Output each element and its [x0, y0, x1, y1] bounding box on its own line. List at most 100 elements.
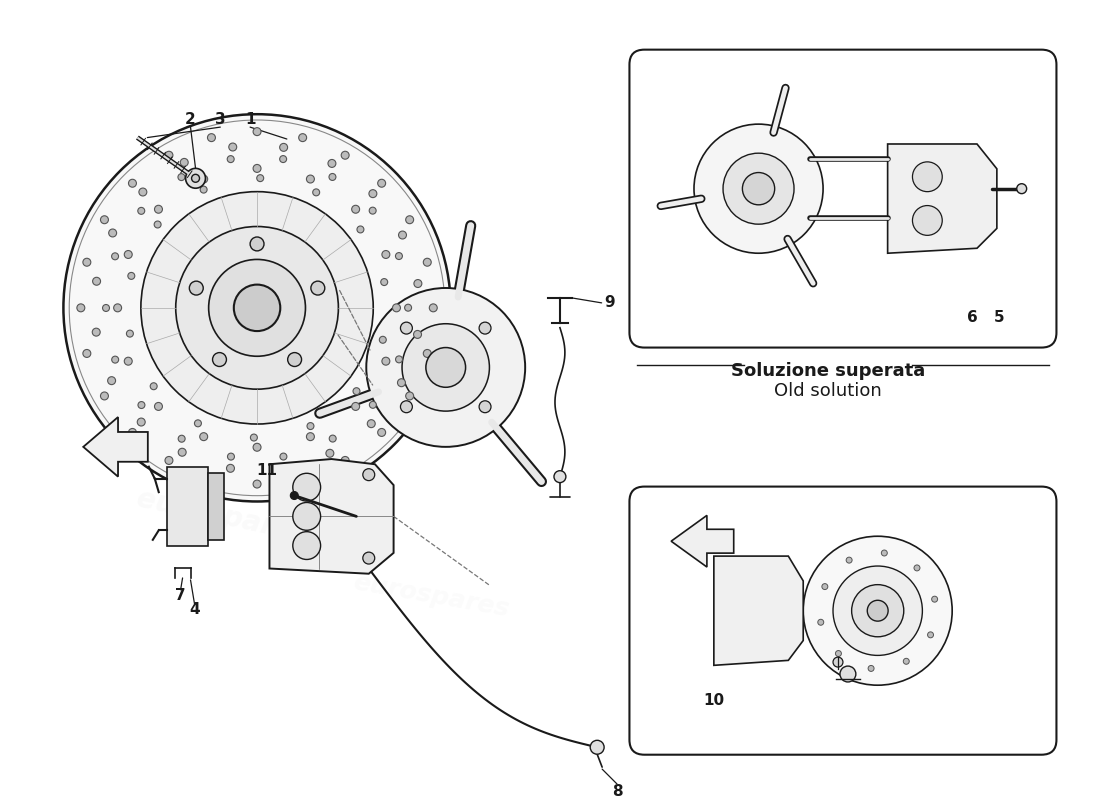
Circle shape: [176, 226, 339, 389]
Circle shape: [82, 258, 91, 266]
Circle shape: [363, 552, 375, 564]
Text: Soluzione superata: Soluzione superata: [730, 362, 925, 381]
Circle shape: [165, 151, 173, 159]
Circle shape: [398, 231, 407, 239]
Circle shape: [208, 474, 216, 482]
Circle shape: [367, 420, 375, 428]
Circle shape: [867, 600, 888, 621]
Text: eurospares: eurospares: [351, 570, 510, 622]
Circle shape: [382, 250, 389, 258]
Circle shape: [108, 377, 115, 385]
Circle shape: [480, 322, 491, 334]
Circle shape: [307, 433, 315, 441]
Circle shape: [124, 250, 132, 258]
Circle shape: [851, 585, 904, 637]
Polygon shape: [888, 144, 997, 254]
Text: 1: 1: [245, 112, 255, 126]
Circle shape: [414, 279, 422, 287]
Circle shape: [191, 174, 199, 182]
Circle shape: [840, 666, 856, 682]
Text: 4: 4: [189, 602, 200, 618]
Circle shape: [138, 402, 145, 409]
Text: 11: 11: [256, 463, 277, 478]
FancyBboxPatch shape: [629, 486, 1056, 754]
Circle shape: [914, 565, 920, 571]
Circle shape: [113, 304, 122, 312]
Circle shape: [723, 153, 794, 224]
Circle shape: [358, 226, 364, 233]
Circle shape: [228, 156, 234, 162]
Circle shape: [92, 328, 100, 336]
Circle shape: [138, 418, 145, 426]
Circle shape: [299, 474, 307, 482]
Circle shape: [234, 285, 280, 331]
Text: Old solution: Old solution: [774, 382, 882, 400]
Circle shape: [141, 192, 373, 424]
Polygon shape: [714, 556, 803, 666]
Circle shape: [307, 422, 314, 430]
Circle shape: [180, 158, 188, 166]
Circle shape: [903, 658, 910, 664]
Circle shape: [307, 175, 315, 183]
Circle shape: [326, 450, 333, 458]
Circle shape: [377, 179, 386, 187]
Circle shape: [186, 168, 206, 188]
Circle shape: [138, 207, 145, 214]
Circle shape: [279, 143, 287, 151]
Circle shape: [341, 457, 349, 465]
Circle shape: [279, 155, 287, 162]
Circle shape: [109, 229, 117, 237]
Text: 7: 7: [175, 588, 186, 603]
Circle shape: [817, 619, 824, 626]
Circle shape: [396, 356, 403, 363]
Circle shape: [208, 134, 216, 142]
Circle shape: [868, 666, 875, 671]
Bar: [167, 466, 208, 546]
Circle shape: [379, 336, 386, 343]
Circle shape: [352, 402, 360, 410]
Circle shape: [277, 465, 285, 473]
Circle shape: [554, 470, 565, 482]
Circle shape: [250, 237, 264, 251]
Circle shape: [363, 469, 375, 481]
Circle shape: [833, 657, 843, 667]
Circle shape: [126, 330, 133, 337]
Circle shape: [913, 162, 943, 192]
Circle shape: [189, 281, 204, 295]
Circle shape: [228, 453, 234, 460]
Circle shape: [251, 434, 257, 441]
Circle shape: [77, 304, 85, 312]
Circle shape: [406, 392, 414, 400]
Circle shape: [253, 480, 261, 488]
Circle shape: [195, 420, 201, 426]
Text: 6: 6: [967, 310, 978, 326]
Text: 3: 3: [214, 112, 225, 126]
Bar: [208, 473, 224, 540]
Circle shape: [694, 124, 823, 254]
Circle shape: [424, 350, 431, 358]
Circle shape: [227, 464, 234, 472]
Circle shape: [100, 392, 109, 400]
Polygon shape: [84, 417, 147, 477]
Circle shape: [253, 165, 261, 172]
Text: 10: 10: [703, 693, 725, 707]
Circle shape: [429, 304, 437, 312]
Circle shape: [328, 159, 336, 167]
Circle shape: [129, 429, 136, 437]
Circle shape: [591, 740, 604, 754]
Circle shape: [111, 253, 119, 260]
Circle shape: [154, 206, 163, 214]
Circle shape: [414, 330, 421, 338]
Circle shape: [400, 322, 412, 334]
Circle shape: [253, 443, 261, 451]
Circle shape: [405, 304, 411, 311]
Circle shape: [370, 207, 376, 214]
Circle shape: [293, 532, 320, 559]
Text: 8: 8: [612, 785, 623, 799]
Circle shape: [913, 206, 943, 235]
Circle shape: [397, 378, 406, 386]
Circle shape: [293, 474, 320, 501]
Circle shape: [288, 353, 301, 366]
Circle shape: [256, 174, 264, 182]
Circle shape: [154, 402, 163, 410]
